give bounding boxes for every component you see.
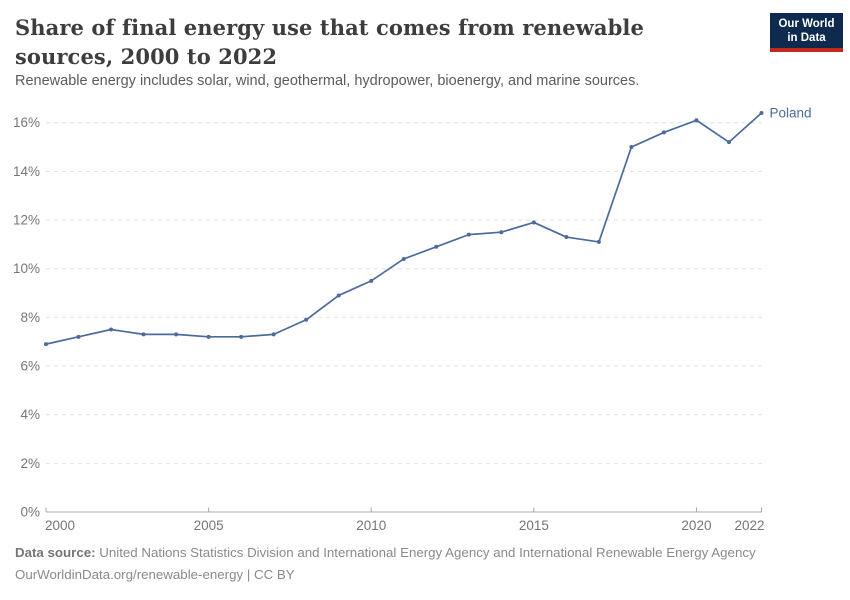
data-point: [239, 334, 244, 339]
data-point: [726, 140, 731, 145]
data-source-text: United Nations Statistics Division and I…: [99, 545, 756, 560]
y-axis-tick-label: 0%: [20, 505, 40, 520]
y-axis-tick-label: 10%: [13, 261, 40, 276]
data-point: [271, 332, 276, 337]
chart-footer: Data source: United Nations Statistics D…: [15, 542, 835, 586]
data-point: [466, 232, 471, 237]
data-point: [661, 130, 666, 135]
chart-subtitle: Renewable energy includes solar, wind, g…: [15, 73, 640, 89]
data-point: [304, 317, 309, 322]
data-point: [531, 220, 536, 225]
x-axis-tick-label: 2000: [45, 518, 75, 533]
y-axis-tick-label: 16%: [13, 115, 40, 130]
series-line: [45, 112, 763, 345]
data-source-line: Data source: United Nations Statistics D…: [15, 542, 835, 564]
y-axis-tick-label: 2%: [20, 456, 40, 471]
owid-logo-line2: in Data: [787, 32, 826, 44]
data-point: [629, 145, 634, 150]
data-point: [109, 327, 114, 332]
data-point: [564, 235, 569, 240]
data-point: [596, 239, 601, 244]
data-point: [434, 244, 439, 249]
x-axis-tick-label: 2010: [356, 518, 386, 533]
data-point: [759, 110, 764, 115]
series-end-label: Poland: [770, 105, 812, 120]
owid-logo: Our World in Data: [770, 13, 843, 52]
data-point: [694, 118, 699, 123]
y-axis-tick-label: 6%: [20, 359, 40, 374]
data-point: [499, 230, 504, 235]
data-point: [141, 332, 146, 337]
x-axis-tick-label: 2020: [681, 518, 711, 533]
data-point: [76, 334, 81, 339]
data-point: [206, 334, 211, 339]
y-axis-tick-label: 14%: [13, 164, 40, 179]
owid-logo-line1: Our World: [778, 18, 835, 30]
chart-title: Share of final energy use that comes fro…: [15, 15, 644, 69]
y-axis-tick-label: 4%: [20, 407, 40, 422]
x-axis-tick-label: 2005: [194, 518, 224, 533]
data-point: [369, 278, 374, 283]
data-source-label: Data source:: [15, 545, 96, 560]
y-axis-tick-label: 12%: [13, 213, 40, 228]
data-point: [336, 293, 341, 298]
data-point: [401, 256, 406, 261]
data-point: [174, 332, 179, 337]
data-point: [44, 342, 48, 347]
x-axis-tick-label: 2015: [519, 518, 549, 533]
license-line: OurWorldinData.org/renewable-energy | CC…: [15, 567, 295, 582]
y-axis-tick-label: 8%: [20, 310, 40, 325]
x-axis-tick-label: 2022: [734, 518, 764, 533]
line-chart: 0% 2% 4% 6% 8% 10% 12% 14% 16% 2000 2005 2010 2015 20…: [13, 105, 812, 533]
